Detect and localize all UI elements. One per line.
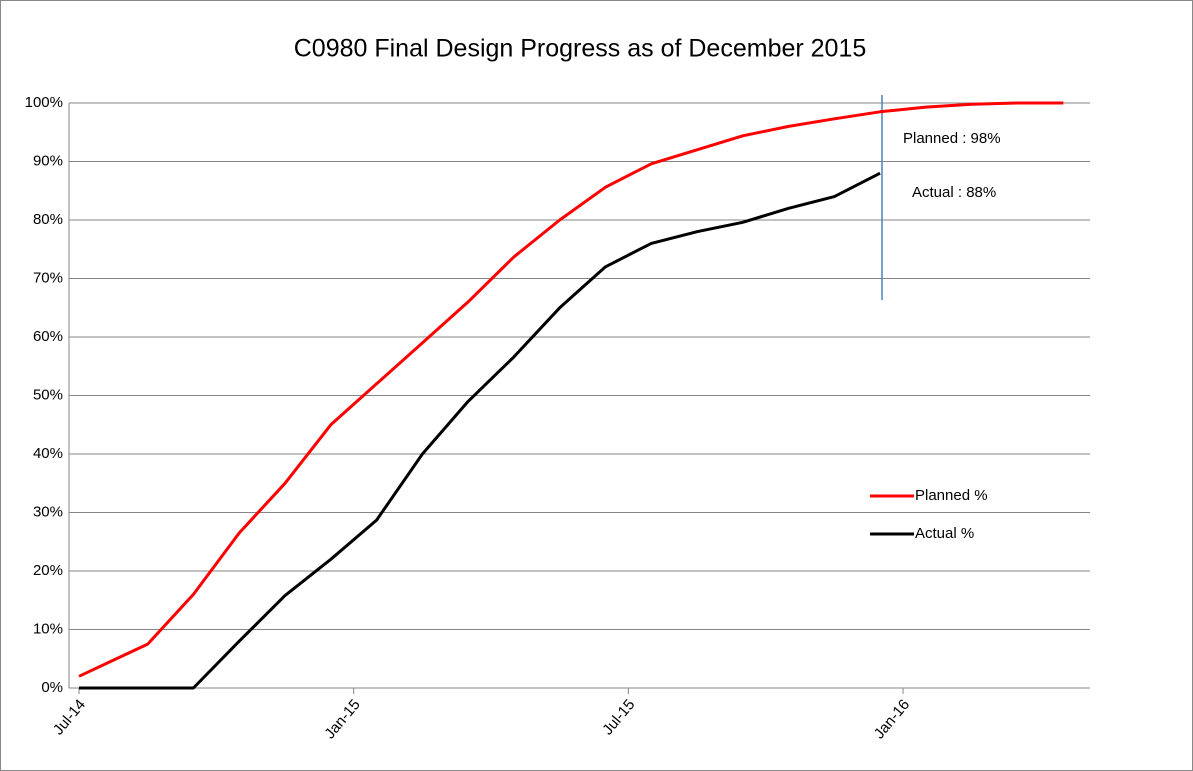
legend-label: Actual %: [915, 525, 974, 542]
y-tick-label: 20%: [33, 562, 63, 579]
chart-title: C0980 Final Design Progress as of Decemb…: [294, 35, 867, 63]
y-tick-label: 70%: [33, 269, 63, 286]
y-tick-label: 80%: [33, 211, 63, 228]
y-tick-label: 90%: [33, 152, 63, 169]
series-line: [79, 171, 881, 690]
legend-label: Planned %: [915, 487, 988, 504]
series-line: [78, 101, 1064, 678]
y-tick-label: 10%: [33, 620, 63, 637]
y-tick-label: 100%: [25, 94, 63, 111]
annotation: Actual : 88%: [912, 184, 996, 201]
annotation: Planned : 98%: [903, 130, 1001, 147]
y-tick-label: 0%: [41, 679, 63, 696]
y-tick-label: 30%: [33, 503, 63, 520]
y-tick-label: 60%: [33, 328, 63, 345]
y-tick-label: 50%: [33, 386, 63, 403]
y-tick-label: 40%: [33, 445, 63, 462]
